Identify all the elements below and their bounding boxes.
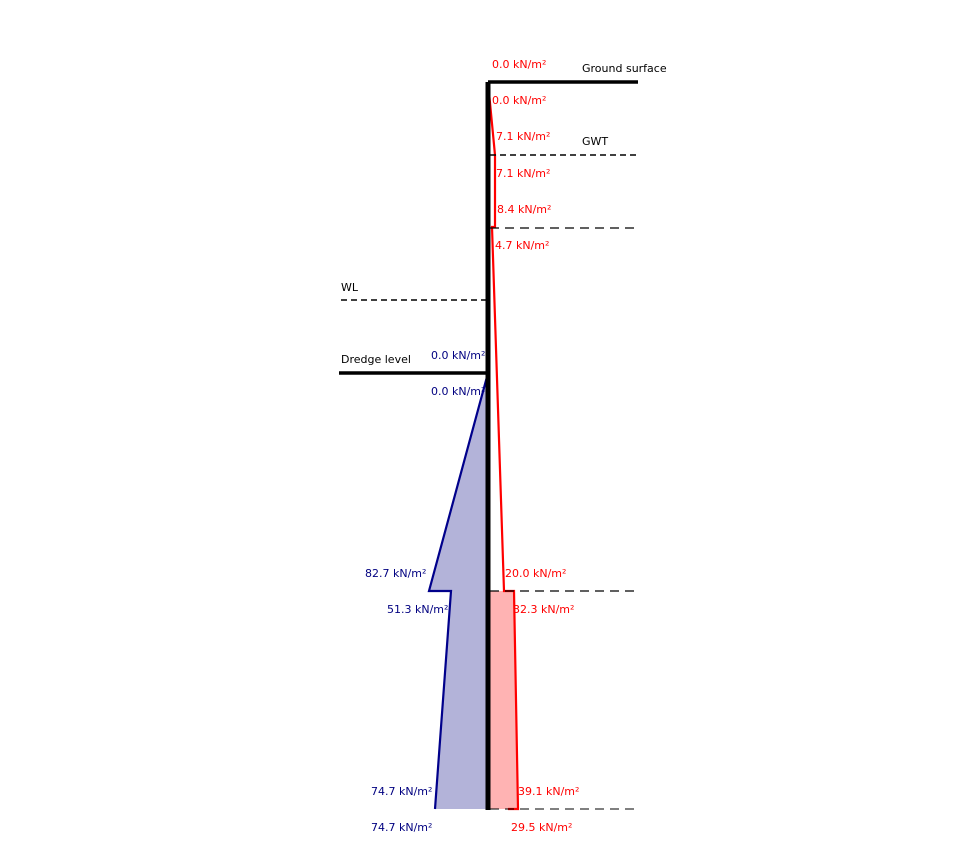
active-label-above-toe: 39.1 kN/m² — [518, 785, 579, 798]
wl-label: WL — [341, 281, 359, 294]
passive-label-above-layer2: 82.7 kN/m² — [365, 567, 426, 580]
dredge-level-label: Dredge level — [341, 353, 411, 366]
active-pressure-fill — [488, 591, 518, 809]
active-label-below-toe: 29.5 kN/m² — [511, 821, 572, 834]
active-label-below-ground: 0.0 kN/m² — [492, 94, 546, 107]
active-label-above-layer2: 20.0 kN/m² — [505, 567, 566, 580]
passive-label-above-dredge: 0.0 kN/m² — [431, 349, 485, 362]
active-label-below-layer2: 32.3 kN/m² — [513, 603, 574, 616]
active-label-below-layer1: 4.7 kN/m² — [495, 239, 549, 252]
passive-label-above-toe: 74.7 kN/m² — [371, 785, 432, 798]
passive-label-below-dredge: 0.0 kN/m² — [431, 385, 485, 398]
active-label-below-gwt: 7.1 kN/m² — [496, 167, 550, 180]
passive-label-below-toe: 74.7 kN/m² — [371, 821, 432, 834]
active-label-above-gwt: 7.1 kN/m² — [496, 130, 550, 143]
ground-surface-label: Ground surface — [582, 62, 667, 75]
passive-pressure-line — [427, 372, 490, 810]
active-label-top-ground: 0.0 kN/m² — [492, 58, 546, 71]
active-pressure-line — [486, 81, 520, 811]
active-label-above-layer1: 8.4 kN/m² — [497, 203, 551, 216]
passive-label-below-layer2: 51.3 kN/m² — [387, 603, 448, 616]
gwt-label: GWT — [582, 135, 608, 148]
